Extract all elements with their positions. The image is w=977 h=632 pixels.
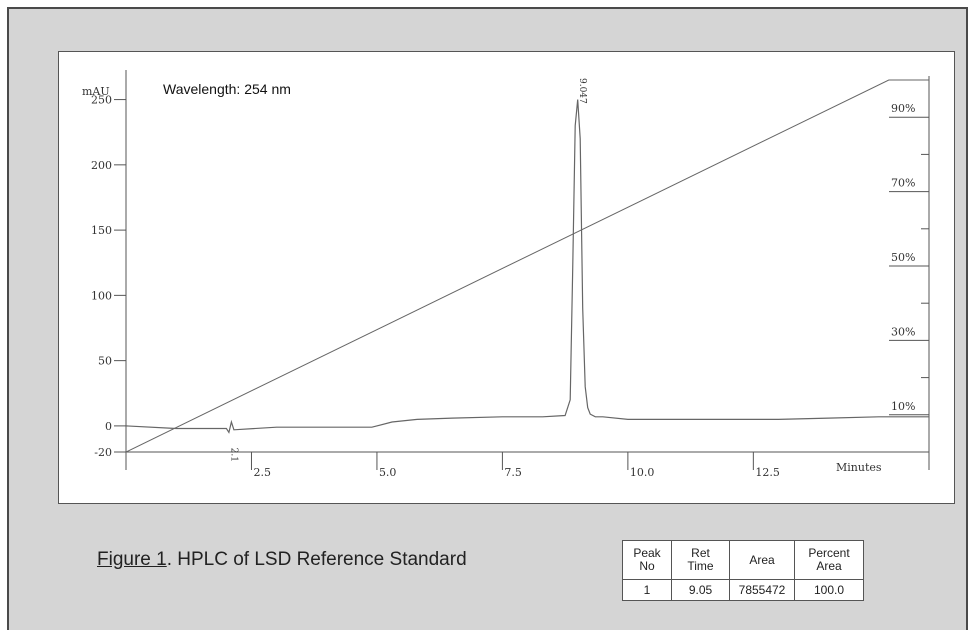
y-tick-label: 100 xyxy=(91,289,112,302)
header-line: Area xyxy=(749,553,774,567)
header-line: No xyxy=(639,559,654,573)
header-ret-time: Ret Time xyxy=(672,541,730,580)
chromatogram-line xyxy=(126,100,929,433)
x-axis-label: Minutes xyxy=(836,461,882,474)
caption-text: . HPLC of LSD Reference Standard xyxy=(167,549,467,570)
header-percent-area: Percent Area xyxy=(795,541,864,580)
header-line: Time xyxy=(687,559,713,573)
cell-ret-time: 9.05 xyxy=(672,580,730,601)
header-line: Ret xyxy=(691,546,710,560)
y2-tick-label: 70% xyxy=(891,177,915,190)
x-axis-ticks: 2.5 5.0 7.5 10.0 12.5 xyxy=(251,452,779,479)
results-table: Peak No Ret Time Area Percent Area 1 9.05 7… xyxy=(622,540,864,601)
cell-area: 7855472 xyxy=(730,580,795,601)
y2-tick-label: 30% xyxy=(891,325,915,338)
gradient-line xyxy=(126,80,929,452)
x-tick-label: 7.5 xyxy=(504,466,522,479)
header-line: Peak xyxy=(633,546,660,560)
y2-tick-label: 10% xyxy=(891,400,915,413)
secondary-axis-ticks: 10% 30% 50% 70% 90% xyxy=(889,80,929,452)
header-peak-no: Peak No xyxy=(623,541,672,580)
x-tick-label: 2.5 xyxy=(253,466,271,479)
cell-percent-area: 100.0 xyxy=(795,580,864,601)
chart-panel: 10% 30% 50% 70% 90% -20 0 50 100 150 200 250 2.5 5.… xyxy=(58,51,955,504)
y-tick-label: -20 xyxy=(94,446,112,459)
peak-label: 9.047 xyxy=(577,78,587,104)
y-tick-label: 200 xyxy=(91,159,112,172)
x-tick-label: 5.0 xyxy=(379,466,397,479)
cell-peak-no: 1 xyxy=(623,580,672,601)
y-axis-label: mAU xyxy=(82,85,110,98)
plot-axes xyxy=(126,70,929,470)
peak-label: 2.1 xyxy=(228,448,238,462)
header-line: Percent xyxy=(808,546,849,560)
figure-frame: 10% 30% 50% 70% 90% -20 0 50 100 150 200 250 2.5 5.… xyxy=(7,7,968,630)
wavelength-annotation: Wavelength: 254 nm xyxy=(163,81,291,97)
header-line: Area xyxy=(816,559,841,573)
figure-caption: Figure 1. HPLC of LSD Reference Standard xyxy=(97,549,467,571)
figure-label: Figure 1 xyxy=(97,549,167,570)
series-group: 9.047 2.1 xyxy=(126,78,929,462)
x-tick-label: 10.0 xyxy=(630,466,655,479)
y-tick-label: 150 xyxy=(91,224,112,237)
table-row: 1 9.05 7855472 100.0 xyxy=(623,580,864,601)
y-tick-label: 0 xyxy=(105,420,112,433)
y2-tick-label: 50% xyxy=(891,251,915,264)
y2-tick-label: 90% xyxy=(891,102,915,115)
results-header-row: Peak No Ret Time Area Percent Area xyxy=(623,541,864,580)
x-tick-label: 12.5 xyxy=(755,466,780,479)
y-tick-label: 50 xyxy=(98,355,112,368)
header-area: Area xyxy=(730,541,795,580)
